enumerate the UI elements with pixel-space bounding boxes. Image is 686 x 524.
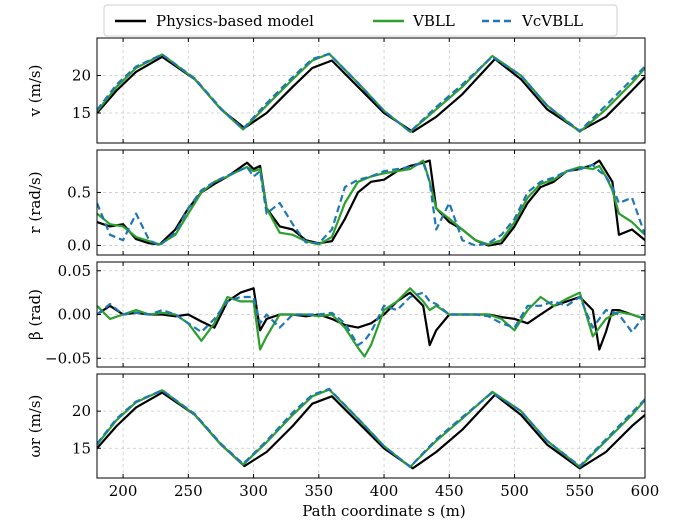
y-axis-label: r (rad/s) [26, 171, 44, 233]
x-tick-label: 200 [109, 482, 138, 500]
legend: Physics-based model VBLL VcVBLL [103, 4, 618, 37]
subplot-4: 200 250 300 350 400 450 500 550 600 15 20 ωr (m/s) [26, 373, 660, 500]
plot-frame [96, 37, 646, 144]
y-tick-label: 20 [72, 402, 91, 420]
x-tick-label: 500 [500, 482, 529, 500]
series-group [97, 387, 645, 470]
y-tick-label: 20 [72, 67, 91, 85]
y-axis-label: β (rad) [26, 289, 44, 340]
legend-label-vcvbll: VcVBLL [521, 12, 583, 30]
x-tick-label: 250 [174, 482, 203, 500]
y-tick-label: 15 [72, 104, 91, 122]
x-axis-label: Path coordinate s (m) [302, 502, 466, 520]
y-tick-label: 0.5 [67, 183, 91, 201]
x-tick-label: 350 [304, 482, 333, 500]
y-tick-label: −0.05 [45, 349, 91, 367]
plot-frame [96, 373, 646, 479]
series-line-vcvbll [97, 52, 645, 133]
plot-frame [96, 261, 646, 368]
y-axis-label: ωr (m/s) [26, 395, 44, 458]
series-line-vcvbll [97, 387, 645, 468]
x-tick-label: 550 [565, 482, 594, 500]
legend-frame [103, 4, 618, 37]
legend-label-physics: Physics-based model [156, 12, 314, 30]
series-line-vcvbll [97, 161, 645, 247]
x-tick-label: 450 [435, 482, 464, 500]
y-tick-label: 0.00 [58, 306, 91, 324]
x-tick-label: 600 [631, 482, 660, 500]
series-group [97, 52, 645, 133]
y-tick-label: 15 [72, 439, 91, 457]
y-tick-label: 0.0 [67, 236, 91, 254]
x-tick-label: 400 [370, 482, 399, 500]
plot-frame [96, 149, 646, 256]
y-axis-label: v (m/s) [26, 65, 44, 118]
series-group [97, 287, 645, 358]
subplots: 15 20 v (m/s) 0.0 0.5 r (rad/s) −0.05 0.00 0.05 β… [26, 37, 660, 500]
subplot-3: −0.05 0.00 0.05 β (rad) [26, 261, 646, 368]
series-line-vbll [97, 287, 645, 358]
x-tick-label: 300 [239, 482, 268, 500]
subplot-2: 0.0 0.5 r (rad/s) [26, 149, 646, 256]
series-line-vcvbll [97, 291, 645, 347]
subplot-1: 15 20 v (m/s) [26, 37, 646, 144]
series-line-physics [97, 287, 645, 351]
series-group [97, 159, 645, 247]
legend-label-vbll: VBLL [412, 12, 455, 30]
y-tick-label: 0.05 [58, 262, 91, 280]
